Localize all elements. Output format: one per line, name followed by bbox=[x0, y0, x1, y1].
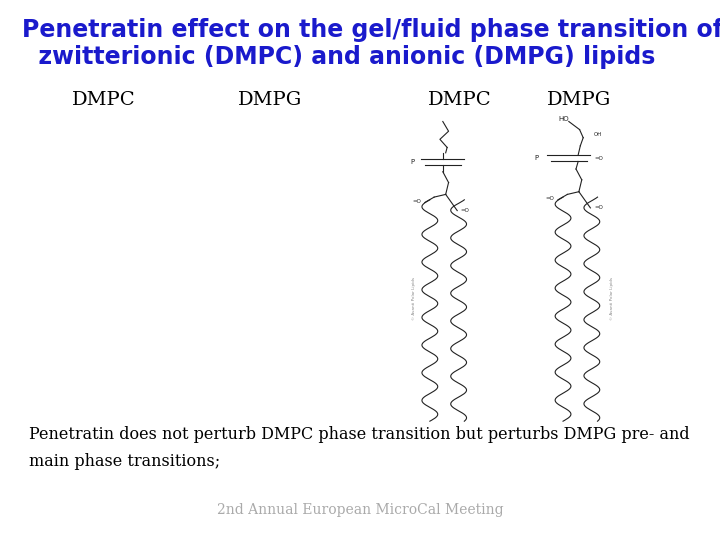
Text: =O: =O bbox=[546, 196, 554, 201]
Text: P: P bbox=[534, 155, 539, 161]
Text: main phase transitions;: main phase transitions; bbox=[29, 453, 220, 470]
Text: 2nd Annual European MicroCal Meeting: 2nd Annual European MicroCal Meeting bbox=[217, 503, 503, 517]
Text: © Avanti Polar Lipids: © Avanti Polar Lipids bbox=[412, 277, 416, 320]
Text: =O: =O bbox=[594, 156, 603, 161]
Text: DMPG: DMPG bbox=[238, 91, 302, 109]
Text: © Avanti Polar Lipids: © Avanti Polar Lipids bbox=[610, 277, 614, 320]
Text: Penetratin effect on the gel/fluid phase transition of: Penetratin effect on the gel/fluid phase… bbox=[22, 18, 720, 42]
Text: HO: HO bbox=[558, 116, 569, 122]
Text: OH: OH bbox=[594, 132, 603, 138]
Text: DMPC: DMPC bbox=[428, 91, 492, 109]
Text: DMPC: DMPC bbox=[72, 91, 135, 109]
Text: DMPG: DMPG bbox=[547, 91, 611, 109]
Text: =O: =O bbox=[413, 199, 421, 204]
Text: Penetratin does not perturb DMPC phase transition but perturbs DMPG pre- and: Penetratin does not perturb DMPC phase t… bbox=[29, 426, 690, 443]
Text: zwitterionic (DMPC) and anionic (DMPG) lipids: zwitterionic (DMPC) and anionic (DMPG) l… bbox=[22, 45, 655, 69]
Text: =O: =O bbox=[594, 205, 603, 211]
Text: =O: =O bbox=[461, 208, 469, 213]
Text: P: P bbox=[410, 159, 415, 165]
